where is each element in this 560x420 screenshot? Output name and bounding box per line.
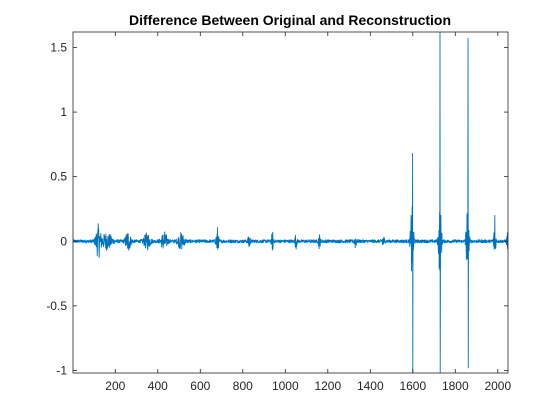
- series-line-0: [73, 32, 508, 373]
- y-tick-label: -0.5: [46, 299, 67, 313]
- x-tick-label: 1800: [442, 379, 469, 393]
- y-tick-label: -1: [56, 363, 67, 377]
- x-tick-label: 1000: [272, 379, 299, 393]
- y-tick-label: 0.5: [50, 170, 67, 184]
- x-tick-label: 2000: [484, 379, 511, 393]
- y-tick-label: 0: [60, 234, 67, 248]
- x-tick-label: 1200: [314, 379, 341, 393]
- y-tick-label: 1.5: [50, 41, 67, 55]
- series-layer: [73, 32, 508, 373]
- x-tick-label: 1400: [357, 379, 384, 393]
- x-tick-label: 200: [105, 379, 125, 393]
- x-tick-label: 1600: [399, 379, 426, 393]
- x-axis: 200 400 600 800 1000 1200 1400 1600 1800 2000: [105, 32, 511, 393]
- x-tick-label: 400: [148, 379, 168, 393]
- axes-box: [72, 31, 509, 374]
- y-axis: -1 -0.5 0 0.5 1 1.5: [46, 41, 508, 377]
- chart-title: Difference Between Original and Reconstr…: [129, 12, 451, 28]
- y-tick-label: 1: [60, 105, 67, 119]
- x-tick-label: 800: [233, 379, 253, 393]
- x-tick-label: 600: [190, 379, 210, 393]
- plot-area: [72, 31, 509, 374]
